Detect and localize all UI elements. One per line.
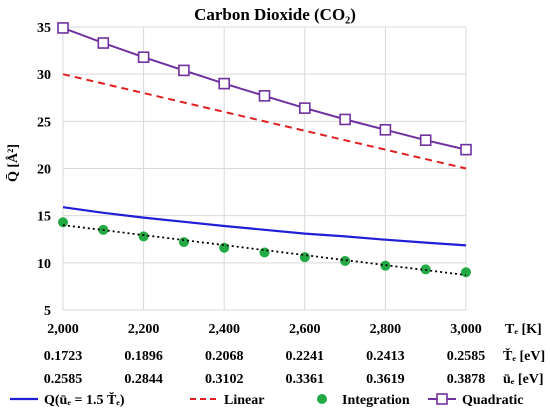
secondary-tick-label: 0.2241 [286,349,325,364]
x-axis-label: Tₑ [K] [505,322,542,337]
legend-label: Q(ūₑ = 1.5 Ťₑ) [44,391,125,408]
legend-label: Linear [224,393,264,408]
secondary-tick-label: 0.2413 [366,349,405,364]
secondary-tick-label: 0.1723 [44,349,83,364]
secondary-axes: 0.1723 0.1896 0.2068 0.2241 0.2413 0.2585 Ťₑ [… [44,347,545,387]
quadratic-point [218,77,230,90]
series-line-linear [62,73,467,170]
quadratic-point [460,143,472,156]
integration-point [299,252,310,263]
integration-point [380,260,391,271]
integration-point [58,217,68,228]
series-line-q-line [62,206,467,247]
series-group [57,22,472,278]
legend-swatch-integration [317,394,327,404]
integration-point [461,267,471,278]
secondary-tick-label: 0.2585 [447,349,486,364]
legend: Q(ūₑ = 1.5 Ťₑ) Linear Integration Quadratic [10,391,523,408]
y-tick-label: 30 [37,68,51,83]
y-tick-label: 20 [37,163,51,178]
secondary-tick-label: 0.3361 [286,372,325,387]
quadratic-point [137,51,150,63]
secondary-tick-label: 0.3102 [205,372,244,387]
y-tick-label: 5 [44,304,51,319]
integration-point [219,242,230,253]
legend-label: Integration [342,393,410,408]
quadratic-point [178,64,190,77]
y-tick-labels: 5 10 15 20 25 30 35 [37,21,51,319]
secondary-tick-label: 0.3878 [447,372,486,387]
quadratic-point [298,102,311,114]
quadratic-point [379,124,392,136]
x-tick-label: 2,200 [128,322,160,337]
chart-title: Carbon Dioxide (CO₂) [194,5,356,24]
secondary-tick-label: 0.2844 [124,372,163,387]
secondary-axis-label: Ťₑ [eV] [503,347,545,364]
secondary-axis-label: ūₑ [eV] [503,372,544,387]
x-tick-label: 3,000 [450,322,482,337]
y-tick-label: 15 [37,210,51,225]
secondary-tick-label: 0.2068 [205,349,244,364]
quadratic-point [258,90,271,102]
y-tick-label: 35 [37,21,51,36]
secondary-tick-label: 0.2585 [44,372,83,387]
legend-swatch-quadratic-marker [436,393,448,405]
x-tick-labels: 2,000 2,200 2,400 2,600 2,800 3,000 [47,322,482,337]
integration-point [138,231,149,242]
integration-point [340,255,351,266]
quadratic-point [57,22,69,34]
y-tick-label: 10 [37,257,51,272]
integration-point [259,247,270,258]
secondary-tick-label: 0.3619 [366,372,405,387]
quadratic-point [97,37,110,49]
quadratic-point [419,134,432,146]
x-tick-label: 2,800 [370,322,402,337]
x-tick-label: 2,400 [208,322,240,337]
integration-point [178,237,189,248]
legend-label: Quadratic [462,393,523,408]
secondary-tick-label: 0.1896 [124,349,163,364]
x-tick-label: 2,000 [47,322,79,337]
x-tick-label: 2,600 [289,322,321,337]
quadratic-point [339,113,351,126]
y-tick-label: 25 [37,115,51,130]
y-axis-label: Q̄ [Å²] [5,144,21,182]
